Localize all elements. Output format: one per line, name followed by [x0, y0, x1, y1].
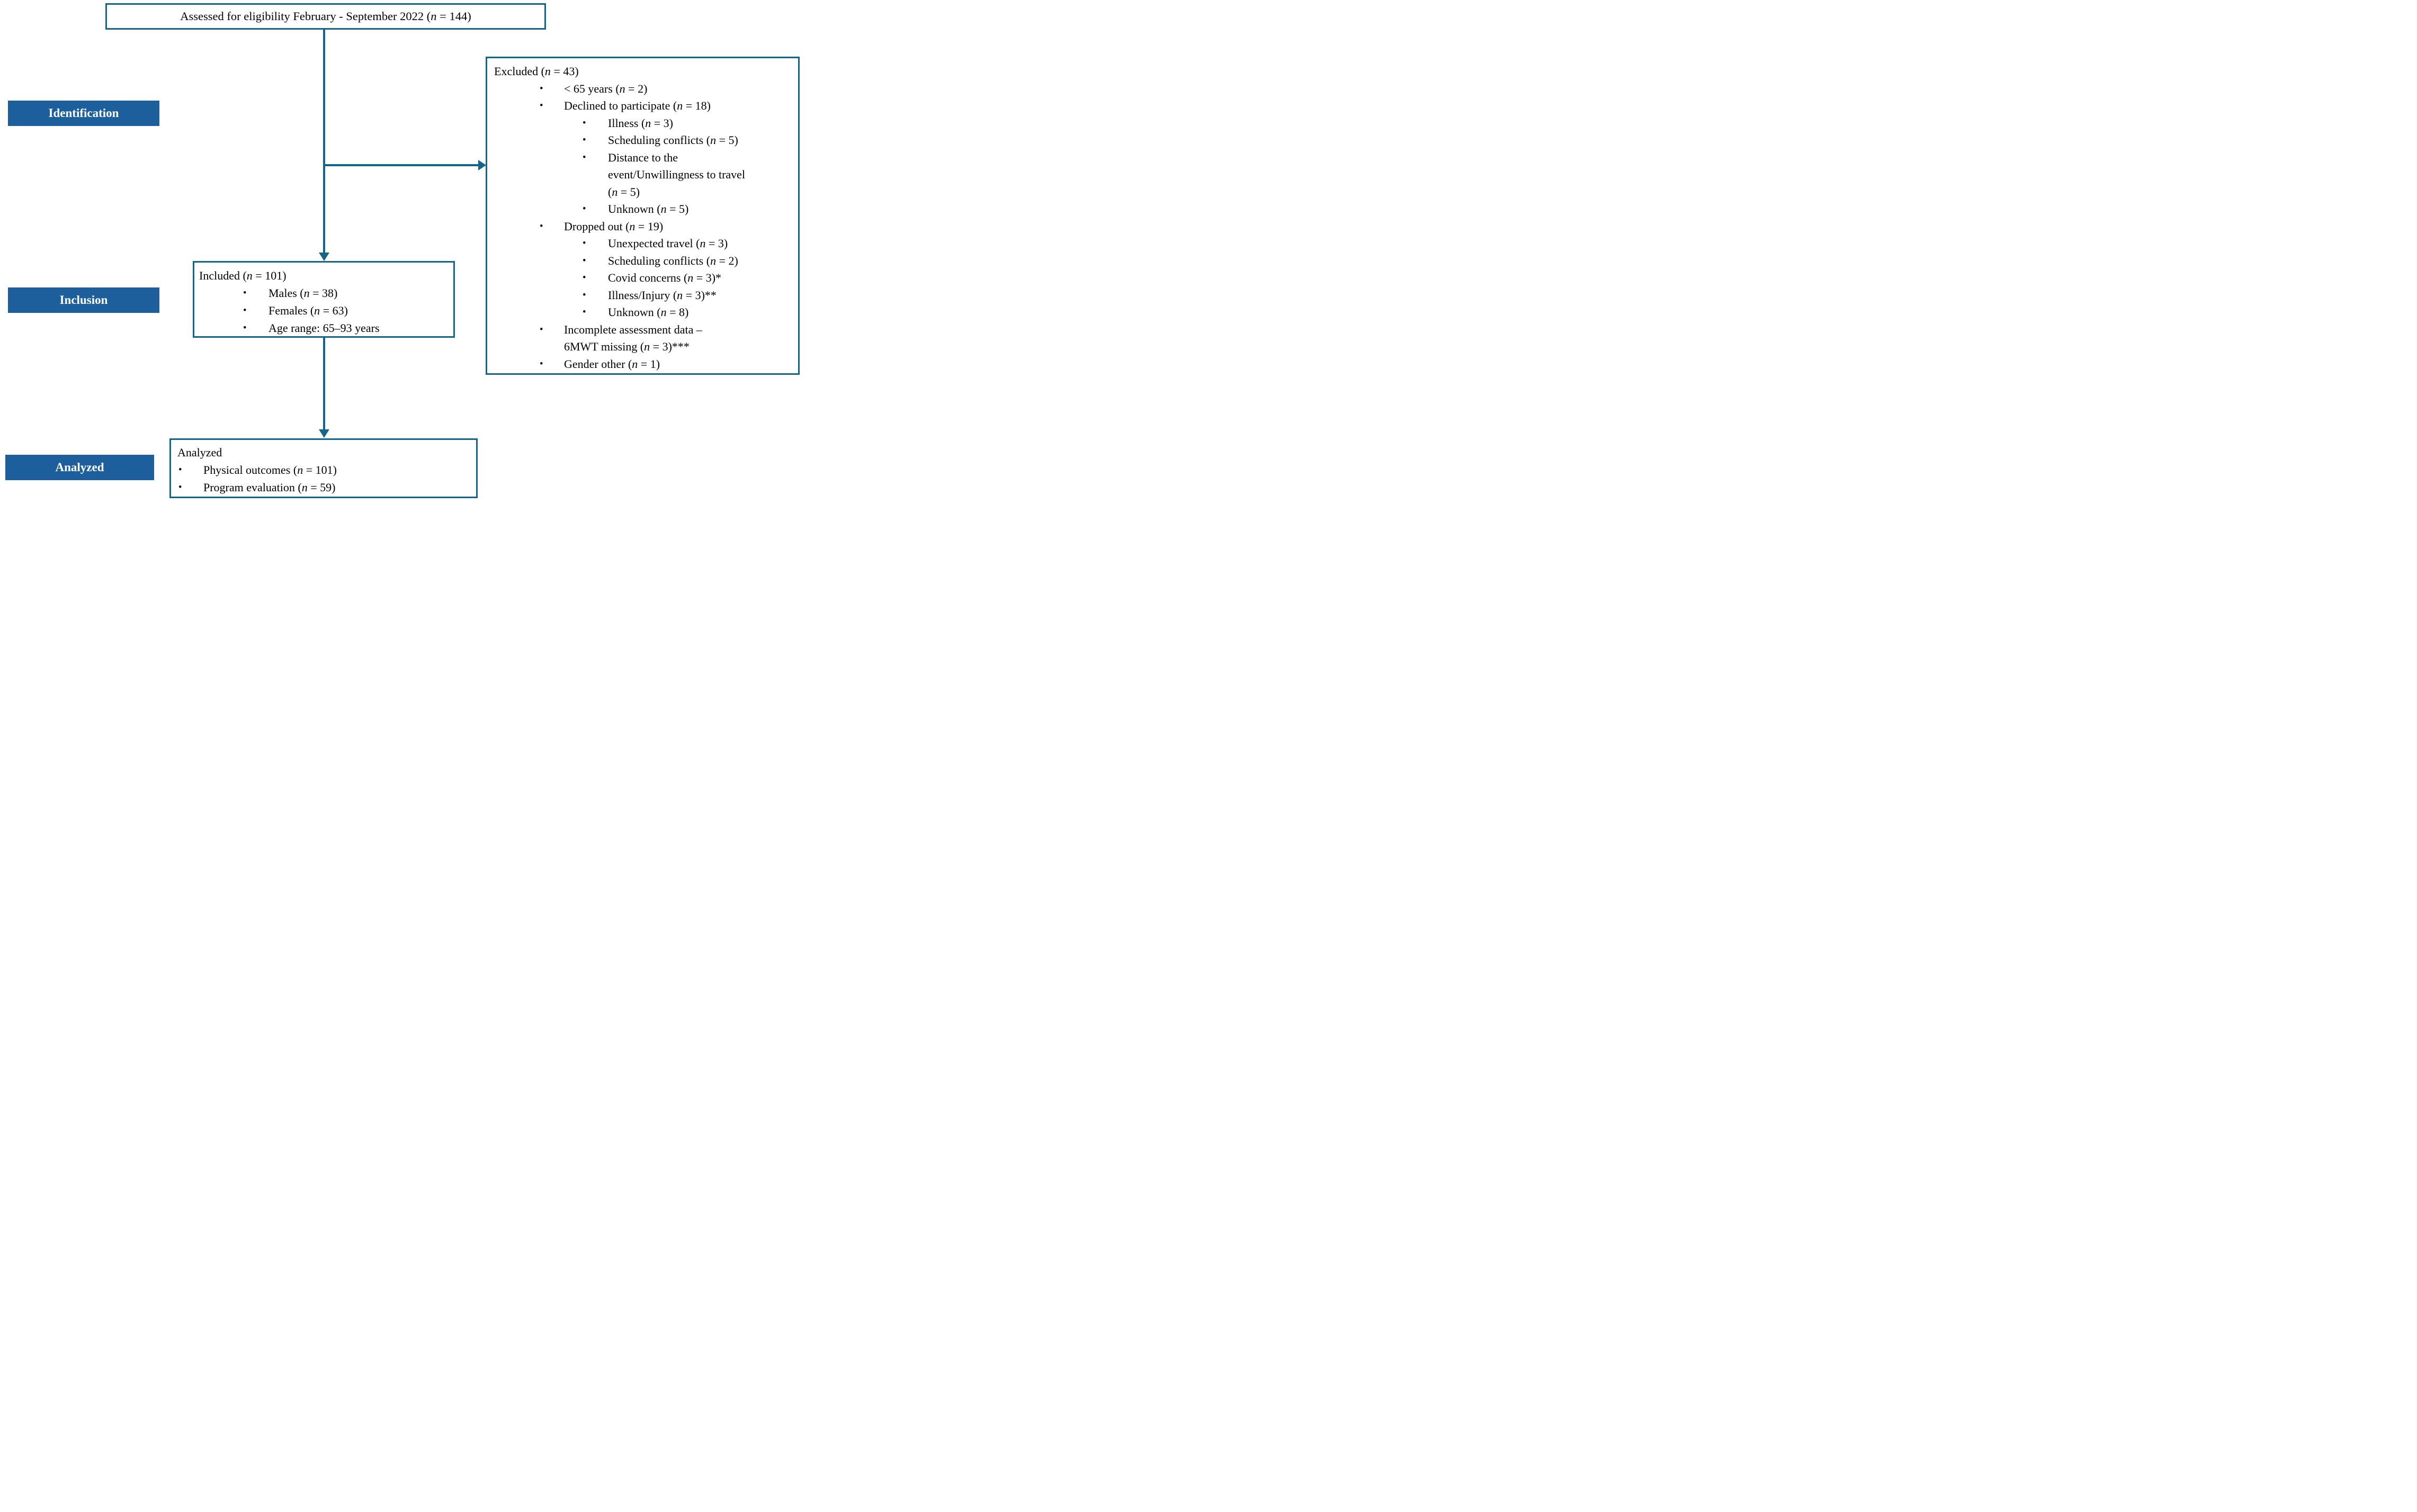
list-item: Illness/Injury (n = 3)** [487, 287, 793, 304]
list-item: Scheduling conflicts (n = 5) [487, 132, 793, 149]
list-item: Program evaluation (n = 59) [171, 479, 471, 496]
included-box-title: Included (n = 101) [199, 269, 287, 282]
arrow-branch-to-excluded-line [324, 164, 478, 166]
list-item: Incomplete assessment data – 6MWT missin… [487, 321, 793, 356]
assessed-for-eligibility-box: Assessed for eligibility February - Sept… [105, 3, 546, 30]
arrowhead-down-icon [319, 429, 329, 438]
list-item: Age range: 65–93 years [194, 319, 448, 337]
list-item: Gender other (n = 1) [487, 356, 793, 373]
stage-label-identification: Identification [8, 101, 159, 126]
list-item: Unexpected travel (n = 3) [487, 235, 793, 253]
analyzed-details-list: Physical outcomes (n = 101)Program evalu… [171, 461, 476, 496]
list-item: Distance to the event/Unwillingness to t… [487, 149, 793, 201]
list-item: Males (n = 38) [194, 284, 448, 302]
analyzed-box-title: Analyzed [177, 446, 222, 459]
excluded-box-title: Excluded (n = 43) [494, 65, 579, 78]
list-item: Declined to participate (n = 18) [487, 97, 793, 115]
list-item: < 65 years (n = 2) [487, 80, 793, 98]
arrow-top-to-included-line [323, 30, 325, 254]
arrowhead-down-icon [319, 253, 329, 261]
list-item: Dropped out (n = 19) [487, 218, 793, 236]
list-item: Unknown (n = 8) [487, 304, 793, 321]
list-item: Unknown (n = 5) [487, 201, 793, 218]
arrowhead-right-icon [478, 160, 486, 170]
list-item: Covid concerns (n = 3)* [487, 269, 793, 287]
stage-label-inclusion: Inclusion [8, 287, 159, 313]
assessed-for-eligibility-text: Assessed for eligibility February - Sept… [180, 10, 471, 23]
list-item: Illness (n = 3) [487, 115, 793, 132]
analyzed-box: Analyzed Physical outcomes (n = 101)Prog… [169, 438, 478, 498]
stage-label-text: Identification [48, 106, 119, 120]
excluded-reasons-list: < 65 years (n = 2)Declined to participat… [487, 80, 798, 373]
stage-label-text: Inclusion [59, 293, 108, 307]
stage-label-text: Analyzed [55, 461, 104, 474]
stage-label-analyzed: Analyzed [5, 455, 154, 480]
excluded-box: Excluded (n = 43) < 65 years (n = 2)Decl… [486, 57, 800, 375]
list-item: Scheduling conflicts (n = 2) [487, 253, 793, 270]
arrow-included-to-analyzed-line [323, 338, 325, 430]
flow-diagram-canvas: Assessed for eligibility February - Sept… [0, 0, 805, 504]
list-item: Females (n = 63) [194, 302, 448, 319]
included-details-list: Males (n = 38)Females (n = 63)Age range:… [194, 284, 453, 337]
list-item: Physical outcomes (n = 101) [171, 461, 471, 479]
included-box: Included (n = 101) Males (n = 38)Females… [193, 261, 455, 338]
